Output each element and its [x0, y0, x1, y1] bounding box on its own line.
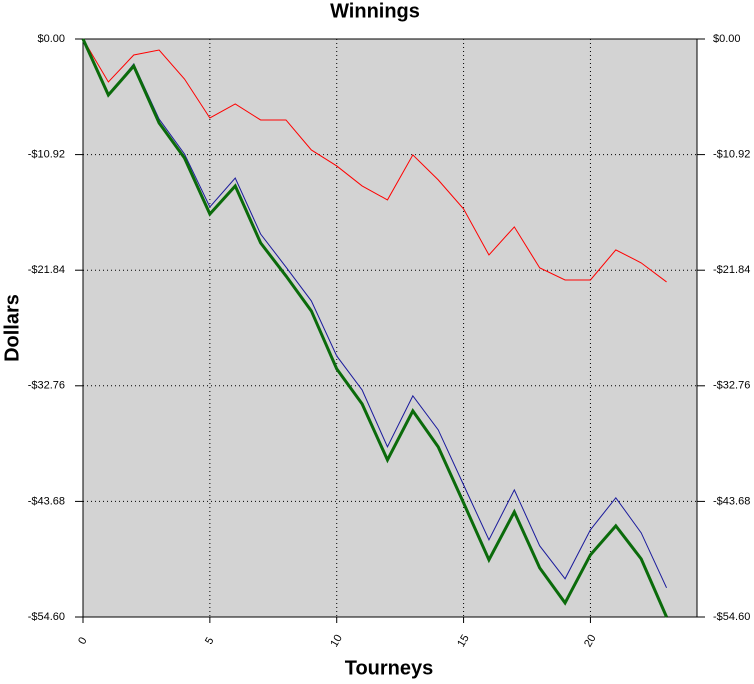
y-tick-label: -$10.92 — [28, 149, 65, 161]
x-tick-label: 0 — [76, 635, 89, 646]
chart-title: Winnings — [330, 0, 420, 22]
y-axis-label: Dollars — [1, 294, 23, 362]
x-tick-label: 20 — [582, 633, 599, 650]
x-tick-label: 5 — [203, 635, 216, 646]
x-tick-label: 15 — [455, 633, 472, 650]
x-axis-label: Tourneys — [345, 657, 434, 679]
y2-tick-label: -$32.76 — [713, 380, 750, 392]
y-tick-label: -$43.68 — [28, 495, 65, 507]
y2-tick-label: -$10.92 — [713, 149, 750, 161]
y-tick-label: -$21.84 — [28, 264, 65, 276]
y2-tick-label: $0.00 — [713, 33, 741, 45]
y-tick-label: $0.00 — [37, 33, 65, 45]
y2-tick-label: -$21.84 — [713, 264, 750, 276]
y2-tick-label: -$54.60 — [713, 611, 750, 623]
y-tick-label: -$32.76 — [28, 380, 65, 392]
y2-tick-label: -$43.68 — [713, 495, 750, 507]
series-line — [82, 38, 668, 588]
plot-area — [82, 38, 698, 618]
x-tick-label: 10 — [328, 633, 345, 650]
series-line — [82, 38, 667, 283]
series-line — [81, 38, 668, 618]
y-tick-label: -$54.60 — [28, 611, 65, 623]
